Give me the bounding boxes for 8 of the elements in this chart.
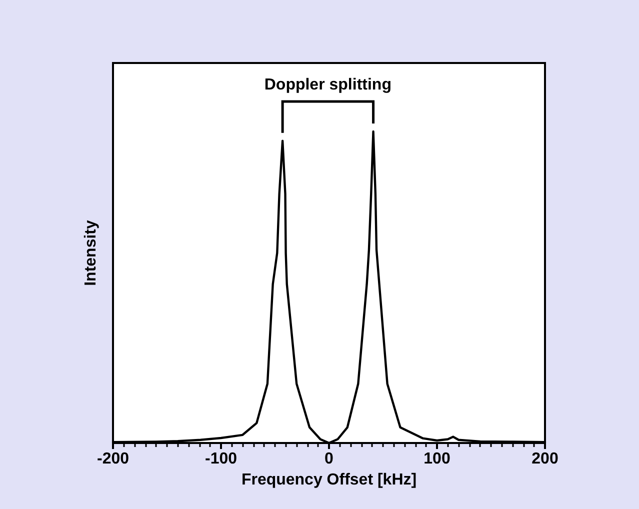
x-tick-label: -200 xyxy=(96,450,130,468)
x-tick-label: 100 xyxy=(424,450,450,468)
x-tick-label: 200 xyxy=(532,450,558,468)
x-tick-label: -100 xyxy=(204,450,238,468)
text: Doppler splitting xyxy=(264,76,392,94)
x-axis-title: Frequency Offset [kHz] xyxy=(241,471,417,488)
y-axis-title: Intensity xyxy=(82,220,100,286)
x-tick-label: 0 xyxy=(324,450,334,468)
